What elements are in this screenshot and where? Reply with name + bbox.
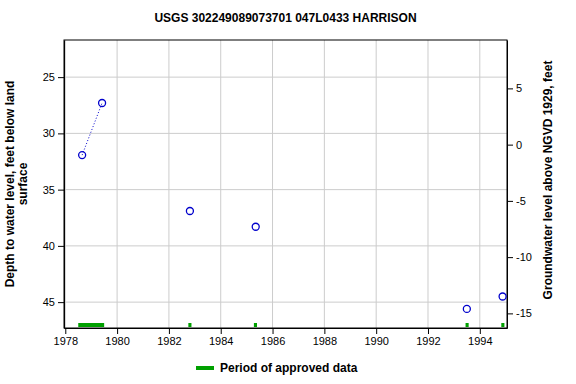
tick-mark bbox=[58, 133, 64, 134]
approved-period bbox=[466, 323, 469, 327]
tick: 1978 bbox=[54, 328, 78, 347]
chart: 1978 1980 1982 1984 1986 1988 1990 1992 1994 25 30… bbox=[0, 0, 576, 384]
tick: 25 bbox=[43, 71, 64, 83]
x-axis: 1978 1980 1982 1984 1986 1988 1990 1992 1994 bbox=[54, 328, 508, 347]
tick-label: 5 bbox=[516, 82, 522, 94]
grid-line bbox=[324, 40, 325, 328]
tick: -15 bbox=[507, 307, 532, 319]
tick-mark bbox=[324, 328, 325, 334]
tick-label: -10 bbox=[516, 251, 532, 263]
grid-line bbox=[168, 40, 169, 328]
tick-mark bbox=[273, 328, 274, 334]
grid-line bbox=[64, 302, 507, 303]
tick-label: 1990 bbox=[364, 335, 388, 347]
plot-area bbox=[78, 100, 506, 328]
y-axis: 25 30 35 40 45 bbox=[43, 41, 65, 329]
tick-label: 1984 bbox=[209, 335, 233, 347]
grid-line bbox=[479, 40, 480, 328]
y-axis-title: Depth to water level, feet below land bbox=[3, 81, 17, 288]
tick-mark bbox=[507, 145, 513, 146]
tick-label: 35 bbox=[43, 184, 55, 196]
legend: Period of approved data bbox=[196, 361, 358, 375]
tick-mark bbox=[480, 328, 481, 334]
tick: 1982 bbox=[157, 328, 181, 347]
tick-label: 1994 bbox=[468, 335, 492, 347]
approved-period bbox=[188, 323, 191, 327]
legend-swatch bbox=[196, 366, 214, 370]
tick-mark bbox=[376, 328, 377, 334]
title: USGS 302249089073701 047L0433 HARRISON bbox=[154, 11, 416, 25]
tick-label: 1988 bbox=[313, 335, 337, 347]
data-point bbox=[186, 208, 193, 215]
tick: 1980 bbox=[105, 328, 129, 347]
data-point bbox=[99, 100, 106, 107]
tick-mark bbox=[58, 190, 64, 191]
grid-line bbox=[64, 189, 507, 190]
grid-line bbox=[65, 40, 66, 328]
tick-mark bbox=[507, 88, 513, 89]
y2-axis-title: Groundwater level above NGVD 1929, feet bbox=[541, 61, 555, 300]
tick-mark bbox=[221, 328, 222, 334]
data-point bbox=[252, 223, 259, 230]
tick: 40 bbox=[43, 240, 64, 252]
tick-label: 1986 bbox=[261, 335, 285, 347]
data-point bbox=[499, 293, 506, 300]
plot-frame bbox=[64, 40, 507, 328]
grid-line bbox=[376, 40, 377, 328]
tick-label: -15 bbox=[516, 307, 532, 319]
tick-label: 40 bbox=[43, 240, 55, 252]
grid-line bbox=[427, 40, 428, 328]
tick-mark bbox=[65, 328, 66, 334]
tick-mark bbox=[428, 328, 429, 334]
grid bbox=[64, 40, 507, 328]
tick-label: 1980 bbox=[105, 335, 129, 347]
approved-period bbox=[254, 323, 257, 327]
grid-line bbox=[220, 40, 221, 328]
tick-label: 25 bbox=[43, 71, 55, 83]
tick: -10 bbox=[507, 251, 532, 263]
grid-line bbox=[272, 40, 273, 328]
tick-label: 1992 bbox=[416, 335, 440, 347]
tick-label: 45 bbox=[43, 296, 55, 308]
tick: 30 bbox=[43, 127, 64, 139]
tick-mark bbox=[507, 201, 513, 202]
tick: -5 bbox=[507, 195, 526, 207]
tick: 1988 bbox=[313, 328, 337, 347]
tick-mark bbox=[117, 328, 118, 334]
tick: 1990 bbox=[364, 328, 388, 347]
y2-axis: 5 0 -5 -10 -15 bbox=[507, 41, 532, 329]
tick-mark bbox=[169, 328, 170, 334]
tick-mark bbox=[507, 257, 513, 258]
tick-label: 1978 bbox=[54, 335, 78, 347]
approved-period bbox=[501, 323, 504, 327]
tick: 35 bbox=[43, 184, 64, 196]
tick-mark bbox=[507, 313, 513, 314]
y-axis-title: surface bbox=[16, 162, 30, 205]
grid-line bbox=[64, 77, 507, 78]
tick-label: 0 bbox=[516, 139, 522, 151]
grid-line bbox=[64, 133, 507, 134]
tick-mark bbox=[58, 246, 64, 247]
approved-period bbox=[78, 323, 104, 327]
tick: 45 bbox=[43, 296, 64, 308]
tick-mark bbox=[58, 77, 64, 78]
tick-label: 30 bbox=[43, 127, 55, 139]
tick: 5 bbox=[507, 82, 522, 94]
data-point bbox=[79, 152, 86, 159]
data-line bbox=[82, 103, 102, 155]
grid-line bbox=[64, 245, 507, 246]
tick: 1986 bbox=[261, 328, 285, 347]
legend-label: Period of approved data bbox=[220, 361, 358, 375]
tick: 0 bbox=[507, 139, 522, 151]
tick-label: 1982 bbox=[157, 335, 181, 347]
tick: 1992 bbox=[416, 328, 440, 347]
data-point bbox=[463, 305, 470, 312]
tick: 1984 bbox=[209, 328, 233, 347]
tick-label: -5 bbox=[516, 195, 526, 207]
tick: 1994 bbox=[468, 328, 492, 347]
grid-line bbox=[117, 40, 118, 328]
tick-mark bbox=[58, 302, 64, 303]
